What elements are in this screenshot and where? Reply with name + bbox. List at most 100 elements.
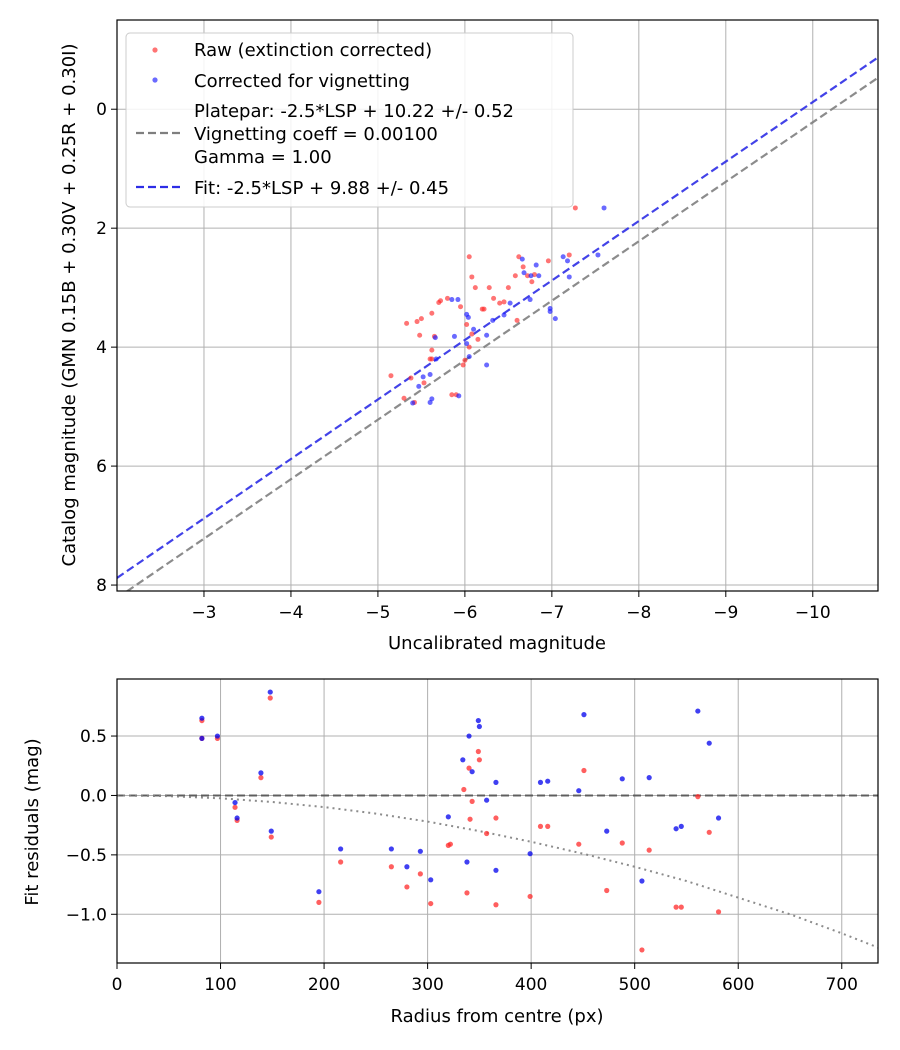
x-tick-label: −9 — [713, 603, 738, 623]
raw-point — [447, 841, 453, 847]
y-tick-label: 6 — [96, 457, 107, 477]
raw-point — [417, 871, 423, 877]
raw-point — [469, 331, 475, 337]
bottom-scatter-points — [199, 689, 722, 953]
raw-point — [481, 306, 487, 312]
bottom-x-ticks: 0 100 200 300 400 500 600 700 — [112, 963, 858, 995]
corrected-point — [466, 733, 472, 739]
top-y-axis-label: Catalog magnitude (GMN 0.15B + 0.30V + 0… — [59, 43, 80, 566]
corrected-point — [475, 717, 481, 724]
corrected-point — [565, 258, 571, 264]
corrected-point — [338, 846, 344, 852]
corrected-point — [595, 252, 601, 258]
raw-point — [673, 904, 679, 910]
x-tick-label: 100 — [204, 975, 236, 995]
corrected-point — [388, 846, 394, 852]
raw-point — [404, 884, 410, 890]
raw-point — [404, 320, 410, 326]
raw-point — [512, 273, 518, 279]
top-scatter-points — [388, 205, 607, 406]
raw-point — [418, 316, 424, 322]
corrected-point — [466, 354, 472, 360]
raw-point — [467, 816, 473, 822]
corrected-point — [427, 372, 433, 377]
corrected-point — [234, 815, 240, 821]
raw-point — [388, 864, 394, 870]
top-x-axis-label: Uncalibrated magnitude — [388, 633, 606, 654]
x-tick-label: 0 — [112, 975, 123, 995]
top-fit-lines — [117, 56, 878, 591]
raw-point — [464, 890, 470, 896]
corrected-point — [464, 859, 470, 865]
raw-point — [449, 392, 455, 398]
raw-point — [491, 295, 497, 301]
raw-point — [472, 285, 478, 291]
raw-point — [469, 798, 475, 804]
calibration-plot: −3 −4 −5 −6 −7 −8 −9 −10 0 2 4 6 8 Uncalibrated mag… — [59, 19, 879, 654]
corrected-point — [521, 270, 527, 276]
raw-point — [462, 357, 468, 363]
corrected-point — [484, 362, 490, 368]
corrected-point — [501, 312, 507, 318]
top-x-ticks: −3 −4 −5 −6 −7 −8 −9 −10 — [191, 591, 831, 623]
raw-point — [458, 304, 464, 310]
raw-point — [444, 295, 450, 301]
raw-point — [461, 786, 467, 793]
y-tick-label: 0.5 — [80, 727, 107, 747]
x-tick-label: 600 — [722, 975, 754, 995]
x-tick-label: −4 — [278, 603, 303, 623]
corrected-point — [267, 689, 273, 695]
corrected-point — [464, 341, 470, 347]
raw-point — [414, 319, 420, 325]
corrected-point — [416, 383, 422, 389]
corrected-point — [519, 256, 525, 262]
fit-line — [117, 56, 878, 579]
bottom-x-axis-label: Radius from centre (px) — [390, 1006, 603, 1027]
raw-point — [695, 794, 701, 800]
top-axes-frame — [116, 19, 879, 592]
corrected-point — [471, 326, 477, 332]
raw-point — [417, 332, 423, 338]
platepar-line — [125, 76, 878, 591]
corrected-point — [427, 399, 433, 405]
y-tick-label: −0.5 — [66, 846, 107, 866]
corrected-point — [673, 826, 679, 832]
corrected-point — [199, 735, 205, 742]
y-tick-label: 2 — [96, 219, 107, 239]
raw-point — [604, 887, 610, 894]
corrected-point — [432, 335, 438, 341]
corrected-point — [604, 828, 610, 834]
legend-raw-label: Raw (extinction corrected) — [194, 40, 432, 61]
raw-point — [428, 900, 434, 907]
raw-point — [401, 395, 407, 401]
y-tick-label: 8 — [96, 576, 107, 596]
raw-point — [268, 834, 274, 840]
corrected-point — [576, 788, 582, 794]
raw-point — [408, 375, 414, 381]
corrected-point — [433, 356, 439, 362]
raw-point — [429, 347, 435, 353]
corrected-point — [455, 297, 461, 303]
corrected-point — [232, 799, 238, 806]
bottom-axes-frame — [116, 678, 879, 964]
corrected-point — [316, 889, 322, 895]
x-tick-label: 400 — [515, 975, 547, 995]
raw-point — [475, 748, 481, 755]
corrected-point — [493, 779, 499, 785]
raw-point — [525, 273, 531, 279]
raw-point — [466, 254, 472, 260]
corrected-point — [695, 708, 701, 714]
corrected-point — [199, 715, 205, 721]
top-y-ticks: 0 2 4 6 8 — [96, 100, 117, 596]
raw-point — [576, 841, 582, 847]
bottom-y-ticks: 0.5 0.0 −0.5 −1.0 — [66, 727, 117, 925]
corrected-point — [639, 878, 645, 884]
x-tick-label: −5 — [365, 603, 390, 623]
legend-raw-marker — [152, 47, 158, 53]
raw-point — [619, 840, 625, 846]
raw-point — [338, 859, 344, 865]
corrected-point — [560, 254, 566, 260]
corrected-point — [465, 314, 471, 320]
corrected-point — [715, 815, 722, 821]
raw-point — [466, 344, 472, 350]
